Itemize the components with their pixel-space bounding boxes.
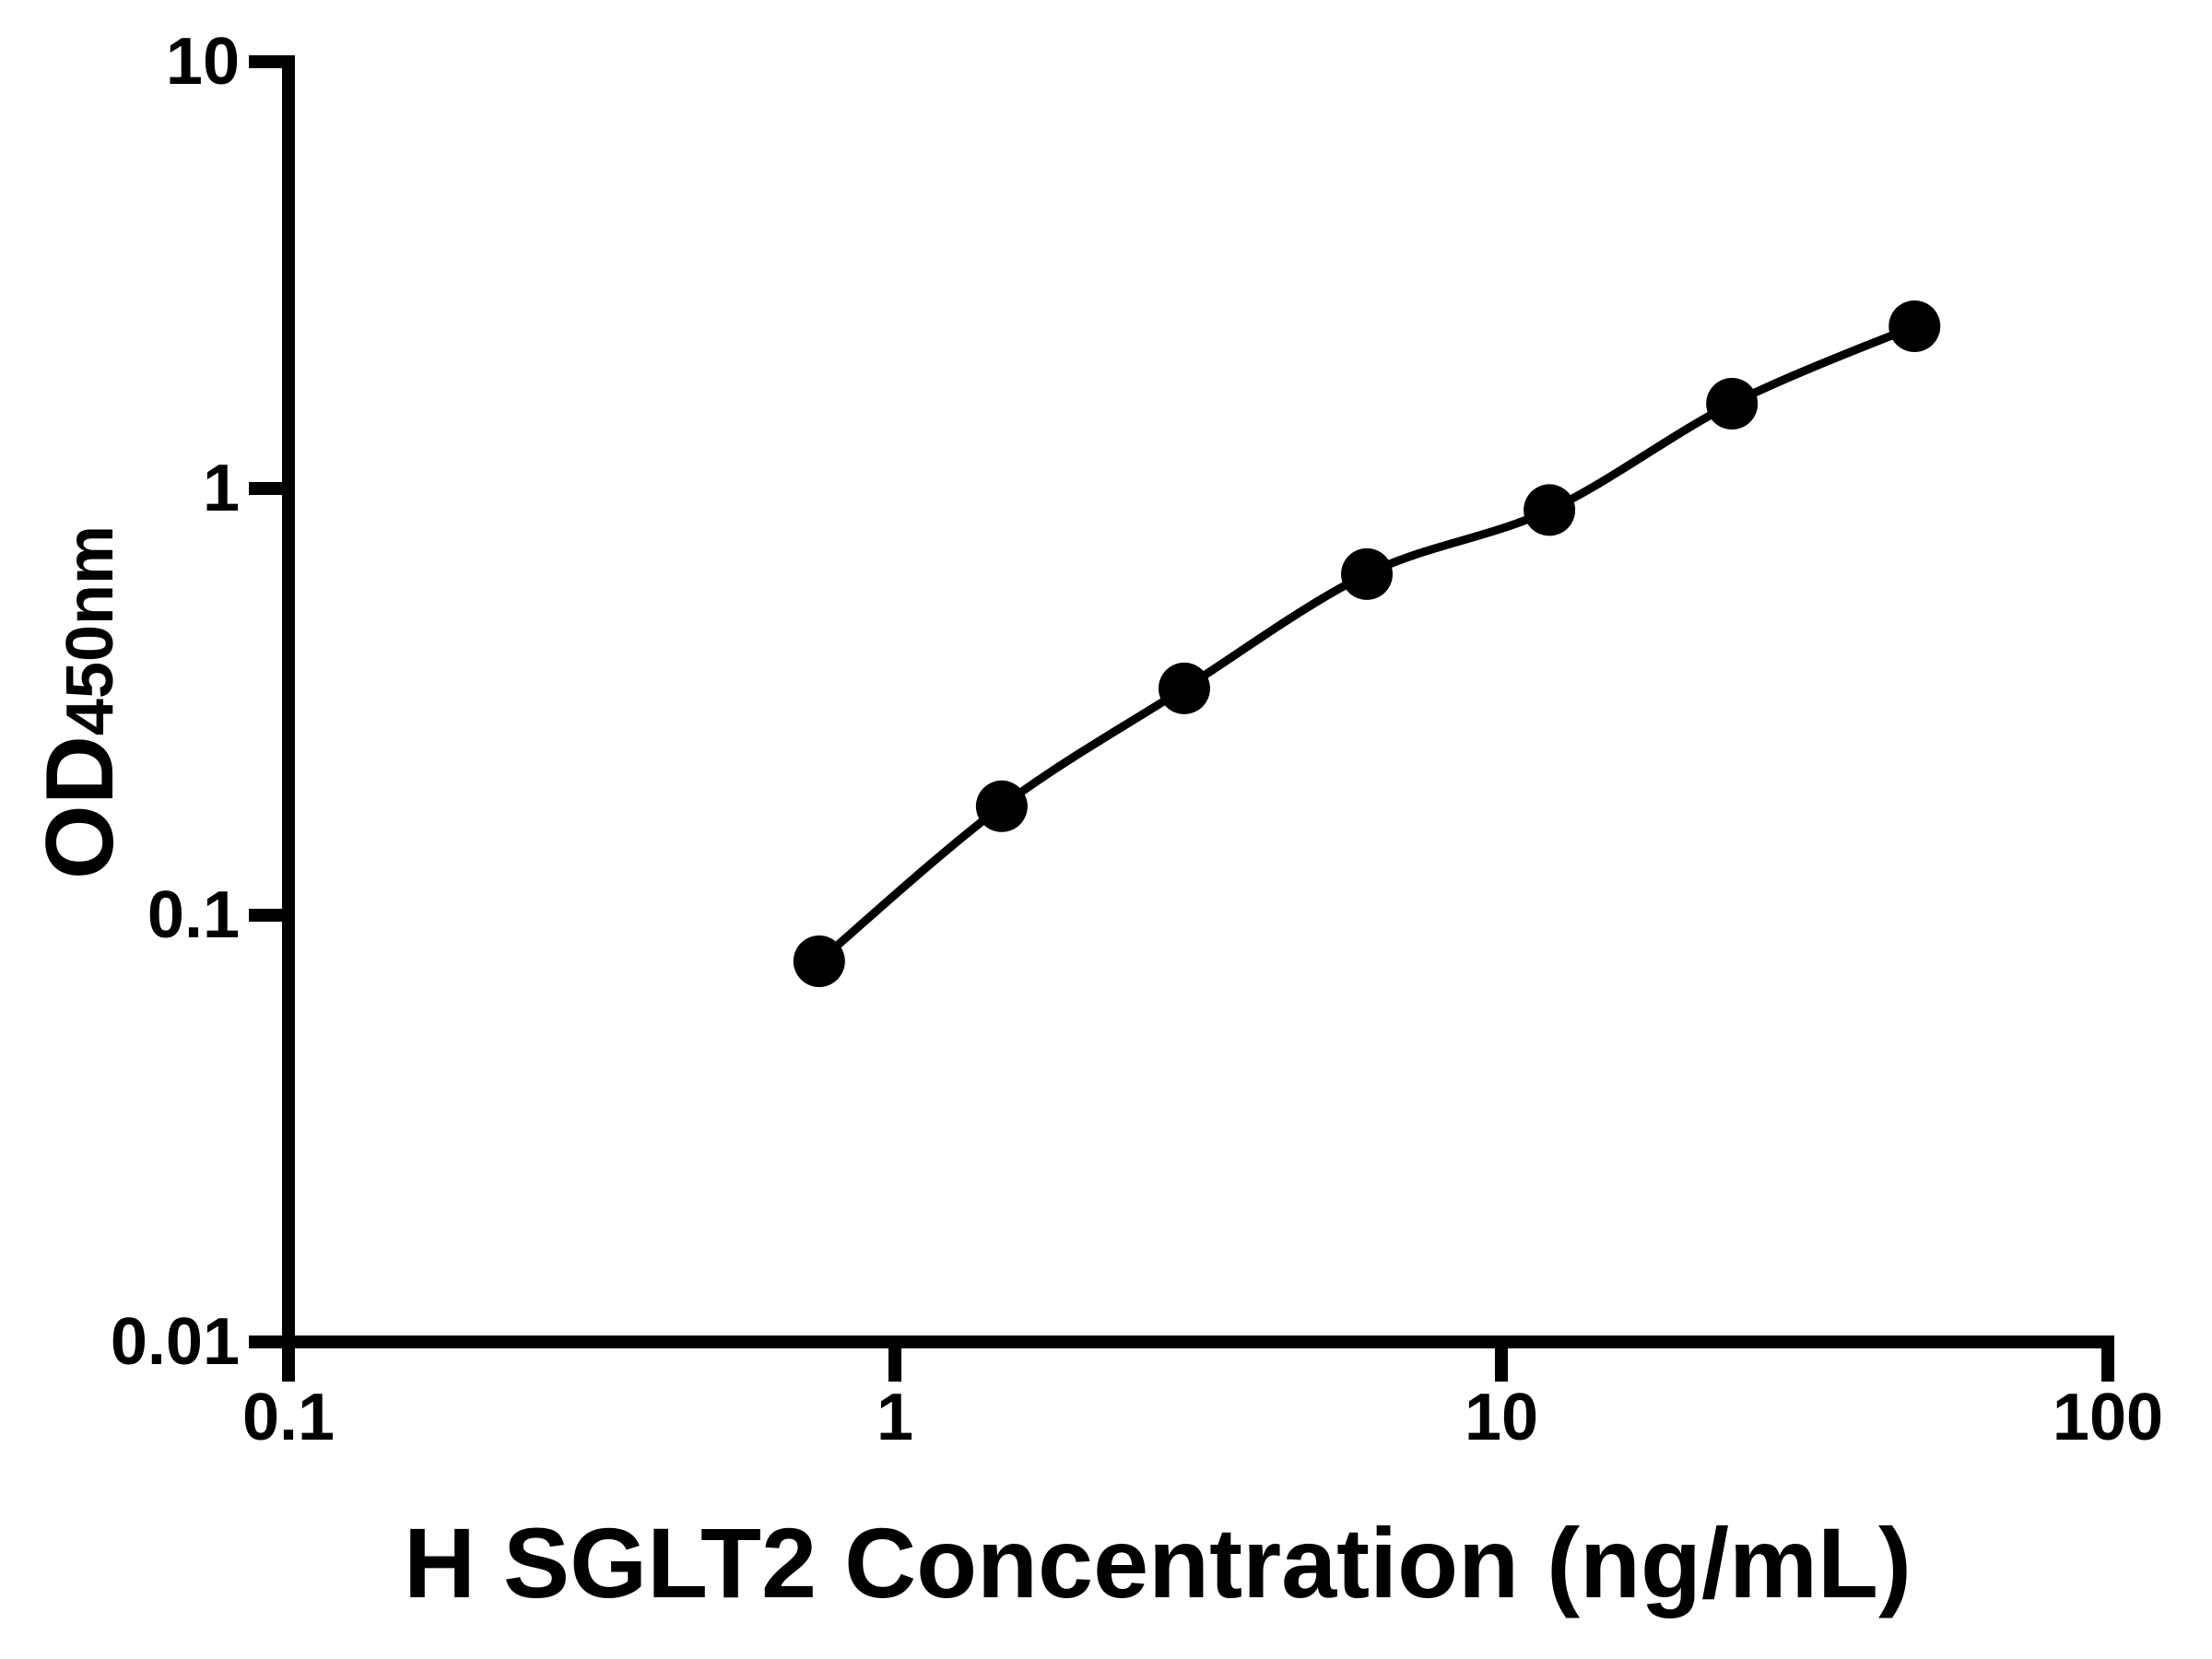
data-point — [1706, 378, 1759, 430]
y-tick-label: 10 — [165, 25, 240, 99]
data-point — [793, 935, 845, 987]
x-tick-label: 100 — [2052, 1381, 2164, 1454]
data-point — [1888, 300, 1941, 352]
y-tick-label: 0.01 — [110, 1305, 240, 1379]
data-point — [1524, 484, 1576, 536]
x-tick-label: 1 — [876, 1381, 914, 1454]
y-axis-title-main: OD — [27, 735, 134, 880]
data-point — [975, 780, 1028, 832]
data-point — [1341, 547, 1394, 600]
x-axis-title: H SGLT2 Concentration (ng/mL) — [404, 1507, 1912, 1618]
data-point — [1158, 662, 1210, 714]
x-tick-label: 10 — [1464, 1381, 1539, 1454]
x-tick-label: 0.1 — [241, 1381, 335, 1454]
y-axis-title: OD450nm — [27, 524, 134, 879]
y-axis-title-sub: 450nm — [53, 524, 127, 736]
y-tick-label: 0.1 — [147, 878, 240, 952]
y-tick-label: 1 — [202, 452, 240, 525]
